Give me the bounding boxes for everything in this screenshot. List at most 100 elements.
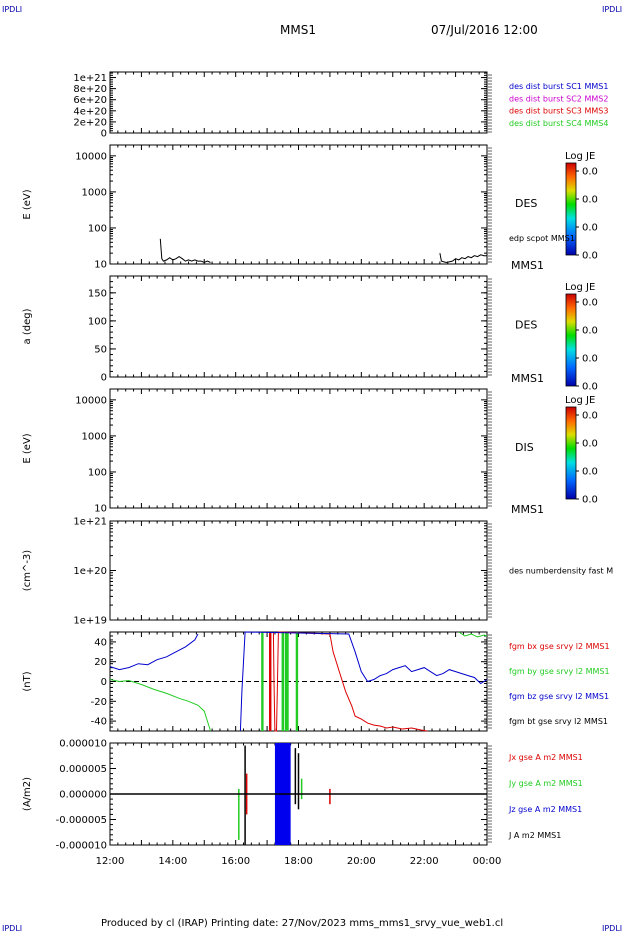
legend-entry: des dist burst SC1 MMS1 bbox=[509, 82, 608, 91]
colorbar bbox=[565, 406, 577, 500]
y-tick-label: -0.000005 bbox=[56, 815, 107, 826]
panel-fgm bbox=[109, 631, 492, 732]
y-axis-label: (A/m2) bbox=[22, 777, 33, 811]
vertical-mark bbox=[295, 632, 299, 731]
instrument-label: DES bbox=[515, 197, 537, 210]
colorbar bbox=[565, 293, 577, 387]
x-tick-label: 18:00 bbox=[284, 856, 313, 867]
y-tick-label: 150 bbox=[88, 288, 107, 299]
y-tick-label: 1e+20 bbox=[73, 566, 107, 577]
colorbar-tick-label: 0.0 bbox=[582, 167, 598, 178]
instrument-label: DES bbox=[515, 319, 537, 332]
legend-entry: des dist burst SC4 MMS4 bbox=[509, 119, 608, 128]
colorbar-tick-label: 0.0 bbox=[582, 195, 598, 206]
panel-frame bbox=[109, 71, 488, 134]
y-tick-label: 1e+21 bbox=[73, 517, 107, 528]
colorbar-tick-label: 0.0 bbox=[582, 298, 598, 309]
y-tick-label: -20 bbox=[91, 697, 107, 708]
vertical-mark bbox=[284, 632, 288, 731]
corner-label-bottom-right: IPDLI bbox=[602, 924, 623, 933]
y-tick-label: 2e+20 bbox=[73, 117, 107, 128]
x-tick-label: 22:00 bbox=[410, 856, 439, 867]
colorbar-tick-label: 0.0 bbox=[582, 354, 598, 365]
vertical-mark bbox=[281, 632, 284, 731]
y-tick-label: 1e+19 bbox=[73, 616, 107, 627]
datetime-title: 07/Jul/2016 12:00 bbox=[431, 23, 538, 37]
colorbar-tick-label: 0.0 bbox=[582, 251, 598, 262]
y-tick-label: 20 bbox=[94, 657, 107, 668]
legend-entry: fgm bx gse srvy l2 MMS1 bbox=[509, 642, 610, 651]
corner-label-top-left: IPDLI bbox=[2, 5, 23, 14]
legend-entry: Jx gse A m2 MMS1 bbox=[508, 753, 583, 762]
y-tick-label: 0 bbox=[101, 129, 107, 140]
panel-frame bbox=[109, 144, 488, 265]
colorbar-title: Log JE bbox=[565, 282, 595, 293]
colorbar-title: Log JE bbox=[565, 151, 595, 162]
y-axis-label: (nT) bbox=[22, 671, 33, 691]
y-tick-label: 10 bbox=[94, 504, 107, 515]
y-tick-label: 10000 bbox=[75, 151, 107, 162]
colorbar-title: Log JE bbox=[565, 395, 595, 406]
legend-entry: J A m2 MMS1 bbox=[508, 831, 561, 840]
colorbar-tick-label: 0.0 bbox=[582, 223, 598, 234]
y-axis-label: E (eV) bbox=[22, 189, 33, 219]
footer-credit: Produced by cl (IRAP) Printing date: 27/… bbox=[101, 918, 504, 929]
overlay-segment-1 bbox=[439, 253, 487, 264]
series-line-1 bbox=[109, 679, 211, 732]
y-tick-label: 10000 bbox=[75, 395, 107, 406]
vertical-mark bbox=[269, 632, 272, 731]
panel-frame bbox=[109, 275, 488, 378]
spacecraft-label: MMS1 bbox=[511, 372, 544, 385]
y-axis-label: (cm^-3) bbox=[22, 550, 33, 591]
y-tick-label: -40 bbox=[91, 717, 107, 728]
y-tick-label: 1000 bbox=[82, 431, 107, 442]
y-tick-label: -0.000010 bbox=[56, 841, 107, 852]
panel-dist-burst bbox=[109, 71, 492, 134]
colorbar-tick-label: 0.0 bbox=[582, 495, 598, 506]
y-tick-label: 0.000010 bbox=[59, 739, 107, 750]
legend-entry: des dist burst SC3 MMS3 bbox=[509, 107, 608, 116]
panel-des-pitch bbox=[109, 275, 579, 387]
spacecraft-label: MMS1 bbox=[511, 259, 544, 272]
panel-current bbox=[109, 742, 492, 846]
y-axis-label: E (eV) bbox=[22, 433, 33, 463]
legend-entry: des numberdensity fast M bbox=[509, 567, 613, 576]
panel-frame bbox=[109, 520, 488, 621]
y-tick-label: 1000 bbox=[82, 187, 107, 198]
series-line-1-extra bbox=[458, 631, 488, 638]
instrument-label: DIS bbox=[515, 441, 534, 454]
colorbar-tick-label: 0.0 bbox=[582, 382, 598, 393]
y-tick-label: 40 bbox=[94, 637, 107, 648]
vertical-mark bbox=[286, 632, 289, 731]
x-tick-label: 16:00 bbox=[221, 856, 250, 867]
y-tick-label: 6e+20 bbox=[73, 95, 107, 106]
x-tick-label: 20:00 bbox=[347, 856, 376, 867]
legend-entry: des dist burst SC2 MMS2 bbox=[509, 94, 608, 103]
y-tick-label: 8e+20 bbox=[73, 84, 107, 95]
legend-entry: fgm by gse srvy l2 MMS1 bbox=[509, 667, 610, 676]
legend-entry: Jz gse A m2 MMS1 bbox=[508, 805, 582, 814]
series-line-2 bbox=[109, 633, 199, 671]
y-tick-label: 50 bbox=[94, 344, 107, 355]
overlay-segment-0 bbox=[159, 238, 211, 264]
legend-entry: fgm bz gse srvy l2 MMS1 bbox=[509, 692, 609, 701]
y-tick-label: 0.000005 bbox=[59, 764, 107, 775]
panel-dis-energy bbox=[109, 388, 579, 509]
series-line-2-extra bbox=[239, 631, 488, 732]
y-tick-label: 10 bbox=[94, 260, 107, 271]
vertical-mark bbox=[261, 632, 264, 731]
legend-entry: Jy gse A m2 MMS1 bbox=[508, 779, 583, 788]
corner-label-bottom-left: IPDLI bbox=[2, 924, 23, 933]
legend-entry-overlay: edp scpot MMS1 bbox=[509, 234, 575, 243]
y-tick-label: 100 bbox=[88, 223, 107, 234]
y-tick-label: 0 bbox=[101, 677, 107, 688]
y-tick-label: 1e+21 bbox=[73, 73, 107, 84]
panel-numberdensity bbox=[109, 520, 492, 621]
y-tick-label: 4e+20 bbox=[73, 106, 107, 117]
spacecraft-title: MMS1 bbox=[280, 23, 316, 37]
y-axis-label: a (deg) bbox=[22, 308, 33, 344]
y-tick-label: 0.000000 bbox=[59, 790, 107, 801]
y-tick-label: 0 bbox=[101, 373, 107, 384]
colorbar-tick-label: 0.0 bbox=[582, 326, 598, 337]
